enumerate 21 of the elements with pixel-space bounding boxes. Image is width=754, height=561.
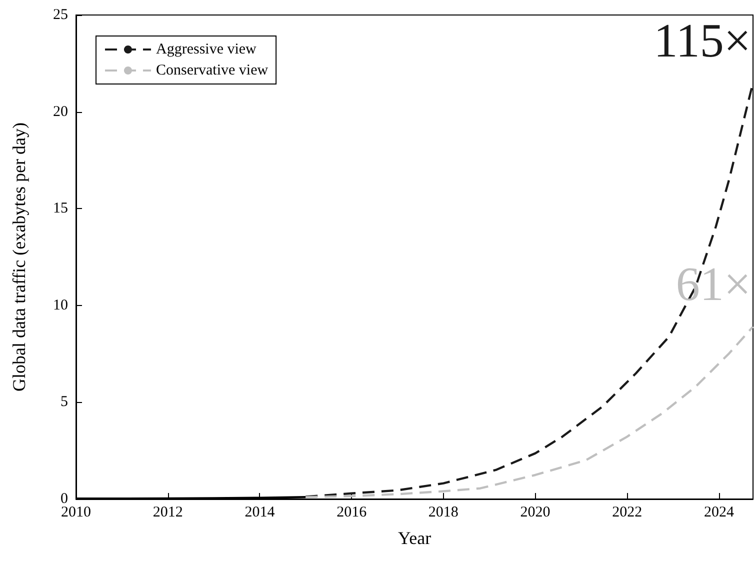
annotation: 115× bbox=[654, 14, 751, 68]
x-tick-label: 2018 bbox=[428, 504, 458, 520]
legend-label: Aggressive view bbox=[156, 42, 257, 58]
x-tick-label: 2010 bbox=[61, 504, 91, 520]
annotation: 61× bbox=[676, 258, 751, 312]
y-tick-label: 0 bbox=[60, 491, 68, 507]
y-tick-label: 5 bbox=[60, 394, 68, 410]
y-axis-title: Global data traffic (exabytes per day) bbox=[9, 122, 29, 392]
x-tick-label: 2024 bbox=[704, 504, 735, 520]
y-tick-label: 20 bbox=[53, 104, 68, 120]
x-tick-label: 2016 bbox=[336, 504, 368, 520]
x-tick-label: 2020 bbox=[520, 504, 550, 520]
x-tick-label: 2022 bbox=[612, 504, 642, 520]
legend-label: Conservative view bbox=[156, 62, 268, 78]
x-tick-label: 2012 bbox=[152, 504, 183, 520]
y-tick-label: 10 bbox=[53, 297, 68, 314]
y-tick-label: 15 bbox=[53, 200, 68, 217]
y-tick-label: 25 bbox=[53, 7, 68, 23]
x-axis-title: Year bbox=[398, 528, 432, 548]
line-series bbox=[304, 326, 754, 498]
x-tick-label: 2014 bbox=[244, 504, 276, 520]
